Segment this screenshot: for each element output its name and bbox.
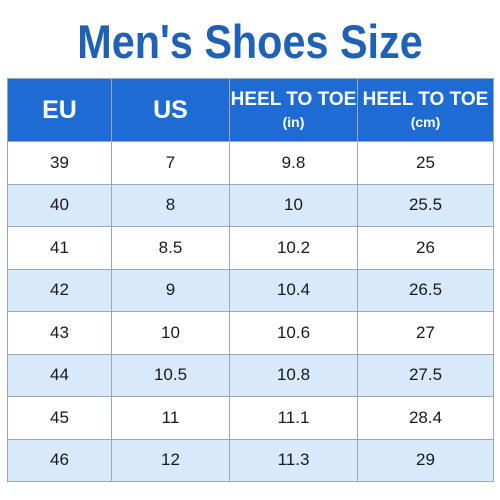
cell-eu: 46 <box>7 438 112 482</box>
cell-heel-to-toe-cm: 29 <box>357 438 494 482</box>
table-row: 39 7 9.8 25 <box>7 141 494 185</box>
table-row: 43 10 10.6 27 <box>7 311 494 355</box>
cell-heel-to-toe-in: 11.1 <box>229 396 358 440</box>
cell-heel-to-toe-in: 10.2 <box>229 226 358 270</box>
cell-heel-to-toe-cm: 25.5 <box>357 183 494 227</box>
cell-us: 10 <box>111 311 230 355</box>
column-header-label: HEEL TO TOE <box>362 89 489 110</box>
cell-heel-to-toe-in: 10 <box>229 183 358 227</box>
column-header-unit: (in) <box>282 114 305 130</box>
cell-eu: 43 <box>7 311 112 355</box>
page-title: Men's Shoes Size <box>77 15 423 68</box>
table-row: 42 9 10.4 26.5 <box>7 268 494 312</box>
cell-eu: 41 <box>7 226 112 270</box>
cell-heel-to-toe-in: 10.4 <box>229 268 358 312</box>
cell-us: 11 <box>111 396 230 440</box>
table-row: 46 12 11.3 29 <box>7 438 494 482</box>
column-header-heel-to-toe-cm: HEEL TO TOE (cm) <box>357 78 494 142</box>
cell-heel-to-toe-cm: 25 <box>357 141 494 185</box>
cell-us: 8.5 <box>111 226 230 270</box>
table-row: 45 11 11.1 28.4 <box>7 396 494 440</box>
cell-heel-to-toe-cm: 27.5 <box>357 353 494 397</box>
cell-eu: 45 <box>7 396 112 440</box>
cell-heel-to-toe-cm: 26.5 <box>357 268 494 312</box>
column-header-heel-to-toe-in: HEEL TO TOE (in) <box>229 78 358 142</box>
table-header-row: EU US HEEL TO TOE (in) HEEL TO TOE (cm) <box>7 78 494 142</box>
column-header-label: HEEL TO TOE <box>230 89 357 110</box>
cell-us: 9 <box>111 268 230 312</box>
cell-heel-to-toe-cm: 28.4 <box>357 396 494 440</box>
cell-eu: 42 <box>7 268 112 312</box>
cell-heel-to-toe-cm: 26 <box>357 226 494 270</box>
cell-heel-to-toe-in: 10.6 <box>229 311 358 355</box>
table-row: 44 10.5 10.8 27.5 <box>7 353 494 397</box>
table-body: 39 7 9.8 25 40 8 10 25.5 41 8.5 10.2 26 42 9 10.4 26.5 4… <box>7 141 494 482</box>
cell-eu: 39 <box>7 141 112 185</box>
cell-us: 12 <box>111 438 230 482</box>
cell-eu: 44 <box>7 353 112 397</box>
cell-us: 7 <box>111 141 230 185</box>
column-header-label: EU <box>42 96 77 124</box>
cell-heel-to-toe-in: 9.8 <box>229 141 358 185</box>
table-row: 41 8.5 10.2 26 <box>7 226 494 270</box>
cell-us: 10.5 <box>111 353 230 397</box>
cell-heel-to-toe-cm: 27 <box>357 311 494 355</box>
column-header-us: US <box>111 78 230 142</box>
column-header-eu: EU <box>7 78 112 142</box>
cell-heel-to-toe-in: 10.8 <box>229 353 358 397</box>
cell-us: 8 <box>111 183 230 227</box>
size-chart-table: EU US HEEL TO TOE (in) HEEL TO TOE (cm) … <box>7 78 494 482</box>
cell-eu: 40 <box>7 183 112 227</box>
cell-heel-to-toe-in: 11.3 <box>229 438 358 482</box>
column-header-label: US <box>153 96 188 124</box>
column-header-unit: (cm) <box>410 114 441 130</box>
table-row: 40 8 10 25.5 <box>7 183 494 227</box>
